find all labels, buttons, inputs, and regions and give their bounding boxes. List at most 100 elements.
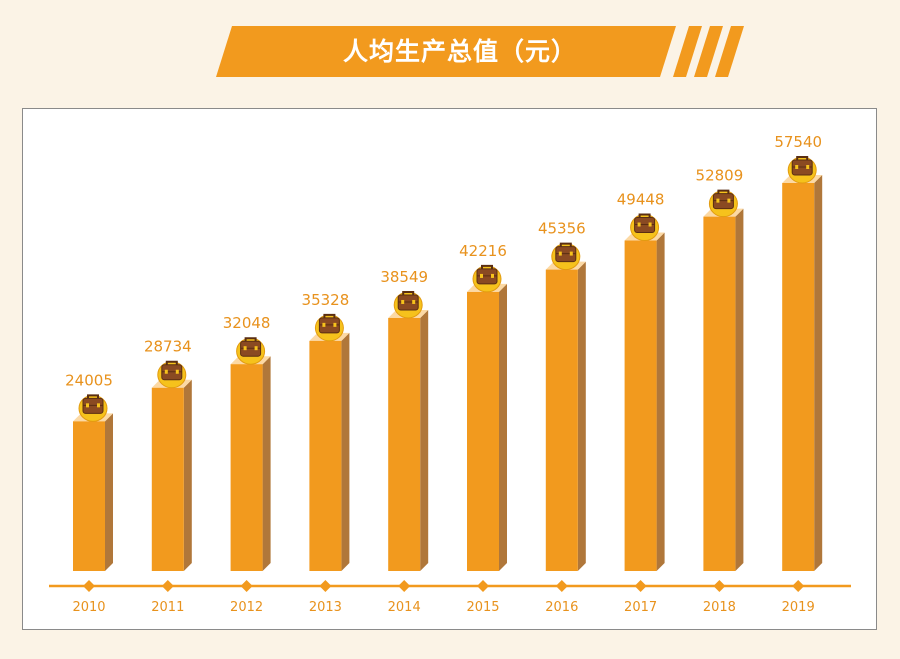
data-label: 28734 bbox=[144, 338, 192, 356]
axis-marker bbox=[240, 580, 253, 592]
x-tick-label: 2018 bbox=[703, 600, 736, 615]
title-banner bbox=[216, 26, 744, 77]
bar bbox=[230, 364, 263, 571]
bar bbox=[73, 421, 105, 571]
briefcase-coin-icon bbox=[393, 290, 423, 319]
data-label: 45356 bbox=[538, 220, 586, 238]
briefcase-coin-icon bbox=[472, 264, 502, 293]
data-label: 42216 bbox=[459, 242, 507, 260]
data-label: 57540 bbox=[774, 133, 822, 151]
briefcase-clasp-icon bbox=[648, 222, 652, 227]
bar-chart: 24005 2010 28734 2011 32048 2012 35328 2013 3854… bbox=[49, 133, 851, 615]
bar-group: 45356 2016 bbox=[538, 220, 586, 615]
bar-group: 24005 2010 bbox=[65, 371, 113, 615]
bar-side bbox=[577, 261, 586, 571]
briefcase-icon bbox=[712, 193, 734, 210]
briefcase-icon bbox=[240, 340, 262, 357]
briefcase-coin-icon bbox=[157, 360, 187, 389]
bar bbox=[703, 216, 736, 571]
banner-ribbon bbox=[216, 26, 676, 77]
briefcase-clasp-icon bbox=[243, 346, 247, 351]
bar-group: 42216 2015 bbox=[459, 242, 507, 615]
banner-stripe bbox=[694, 26, 723, 77]
bar-group: 57540 2019 bbox=[774, 133, 823, 615]
briefcase-coin-icon bbox=[708, 189, 738, 218]
bar bbox=[151, 387, 184, 571]
briefcase-clasp-icon bbox=[97, 403, 100, 408]
axis-marker bbox=[83, 580, 95, 592]
briefcase-coin-icon bbox=[551, 242, 581, 271]
x-tick-label: 2014 bbox=[388, 600, 421, 615]
data-label: 24005 bbox=[65, 371, 113, 389]
briefcase-clasp-icon bbox=[716, 198, 720, 203]
briefcase-clasp-icon bbox=[491, 273, 494, 278]
briefcase-clasp-icon bbox=[175, 369, 179, 374]
bar-side bbox=[262, 356, 271, 571]
briefcase-clasp-icon bbox=[254, 346, 258, 351]
bar-side bbox=[735, 208, 744, 571]
banner-stripe bbox=[673, 26, 702, 77]
bar bbox=[782, 183, 815, 571]
axis-marker bbox=[792, 580, 805, 592]
bar-group: 52809 2018 bbox=[696, 167, 744, 615]
bar-side bbox=[183, 379, 192, 571]
axis-marker bbox=[398, 580, 411, 592]
data-label: 52809 bbox=[696, 167, 744, 185]
briefcase-handle-icon bbox=[323, 313, 336, 318]
x-tick-label: 2015 bbox=[466, 600, 499, 615]
bar-group: 28734 2011 bbox=[144, 338, 192, 615]
x-tick-label: 2012 bbox=[230, 600, 263, 615]
bar-side bbox=[420, 309, 429, 571]
briefcase-handle-icon bbox=[796, 156, 809, 160]
briefcase-clasp-icon bbox=[795, 165, 799, 169]
x-tick-label: 2016 bbox=[545, 600, 578, 615]
axis-marker bbox=[477, 580, 489, 592]
briefcase-coin-icon bbox=[314, 313, 344, 342]
briefcase-handle-icon bbox=[87, 394, 99, 399]
briefcase-clasp-icon bbox=[322, 322, 326, 327]
bar-group: 38549 2014 bbox=[380, 268, 429, 615]
briefcase-clasp-icon bbox=[333, 322, 337, 327]
briefcase-clasp-icon bbox=[86, 403, 89, 408]
axis-marker bbox=[161, 580, 174, 592]
bar-side bbox=[814, 175, 823, 571]
briefcase-clasp-icon bbox=[558, 251, 562, 256]
banner-stripe bbox=[715, 26, 744, 77]
briefcase-icon bbox=[397, 294, 419, 311]
briefcase-clasp-icon bbox=[569, 251, 573, 256]
chart-title: 人均生产总值（元） bbox=[342, 37, 577, 66]
briefcase-coin-icon bbox=[630, 213, 660, 242]
x-tick-label: 2017 bbox=[624, 600, 657, 615]
briefcase-handle-icon bbox=[244, 337, 257, 342]
briefcase-handle-icon bbox=[559, 242, 572, 247]
chart-panel: 24005 2010 28734 2011 32048 2012 35328 2013 3854… bbox=[22, 108, 877, 630]
briefcase-coin-icon bbox=[787, 156, 817, 184]
bar bbox=[467, 291, 499, 571]
bar bbox=[388, 317, 421, 571]
briefcase-clasp-icon bbox=[164, 369, 168, 374]
bar-side bbox=[105, 413, 113, 571]
data-label: 32048 bbox=[223, 314, 271, 332]
briefcase-handle-icon bbox=[638, 213, 651, 218]
bar bbox=[309, 340, 342, 571]
x-tick-label: 2011 bbox=[151, 600, 184, 615]
briefcase-handle-icon bbox=[165, 360, 178, 365]
data-label: 35328 bbox=[302, 291, 350, 309]
bar bbox=[624, 240, 657, 571]
axis-marker bbox=[319, 580, 332, 592]
x-tick-label: 2019 bbox=[782, 600, 815, 615]
bar bbox=[545, 269, 578, 571]
x-tick-label: 2010 bbox=[72, 600, 105, 615]
briefcase-clasp-icon bbox=[727, 198, 731, 203]
axis-marker bbox=[555, 580, 568, 592]
x-tick-label: 2013 bbox=[309, 600, 342, 615]
briefcase-coin-icon bbox=[236, 337, 266, 365]
briefcase-clasp-icon bbox=[480, 273, 483, 278]
briefcase-handle-icon bbox=[402, 290, 415, 295]
briefcase-clasp-icon bbox=[637, 222, 641, 227]
axis-marker bbox=[634, 580, 647, 592]
briefcase-coin-icon bbox=[78, 394, 108, 422]
briefcase-icon bbox=[318, 317, 340, 334]
data-label: 38549 bbox=[380, 268, 428, 286]
briefcase-clasp-icon bbox=[806, 165, 810, 169]
